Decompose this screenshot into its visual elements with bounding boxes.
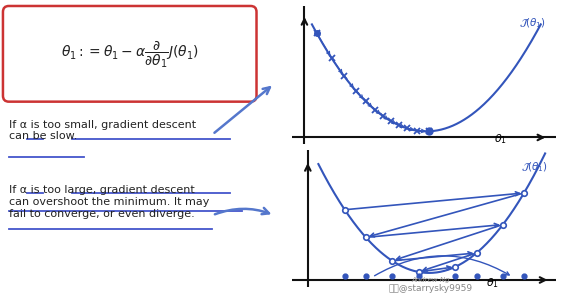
Text: If α is too large, gradient descent
can overshoot the minimum. It may
fail to co: If α is too large, gradient descent can … (9, 185, 209, 219)
FancyBboxPatch shape (3, 6, 256, 102)
Text: If α is too small, gradient descent
can be slow.: If α is too small, gradient descent can … (9, 120, 196, 141)
Text: 牛客@starrysky9959: 牛客@starrysky9959 (389, 284, 473, 293)
Text: $\mathcal{J}(\theta_1)$: $\mathcal{J}(\theta_1)$ (519, 16, 545, 30)
Text: $\mathcal{J}(\theta_1)$: $\mathcal{J}(\theta_1)$ (521, 160, 548, 174)
Text: $\theta_1 := \theta_1 - \alpha\dfrac{\partial}{\partial\theta_1}J(\theta_1)$: $\theta_1 := \theta_1 - \alpha\dfrac{\pa… (61, 38, 199, 70)
Text: $\theta_1$: $\theta_1$ (494, 132, 507, 146)
Text: Andrew Ng: Andrew Ng (412, 277, 450, 283)
Text: $\theta_1$: $\theta_1$ (486, 276, 499, 290)
